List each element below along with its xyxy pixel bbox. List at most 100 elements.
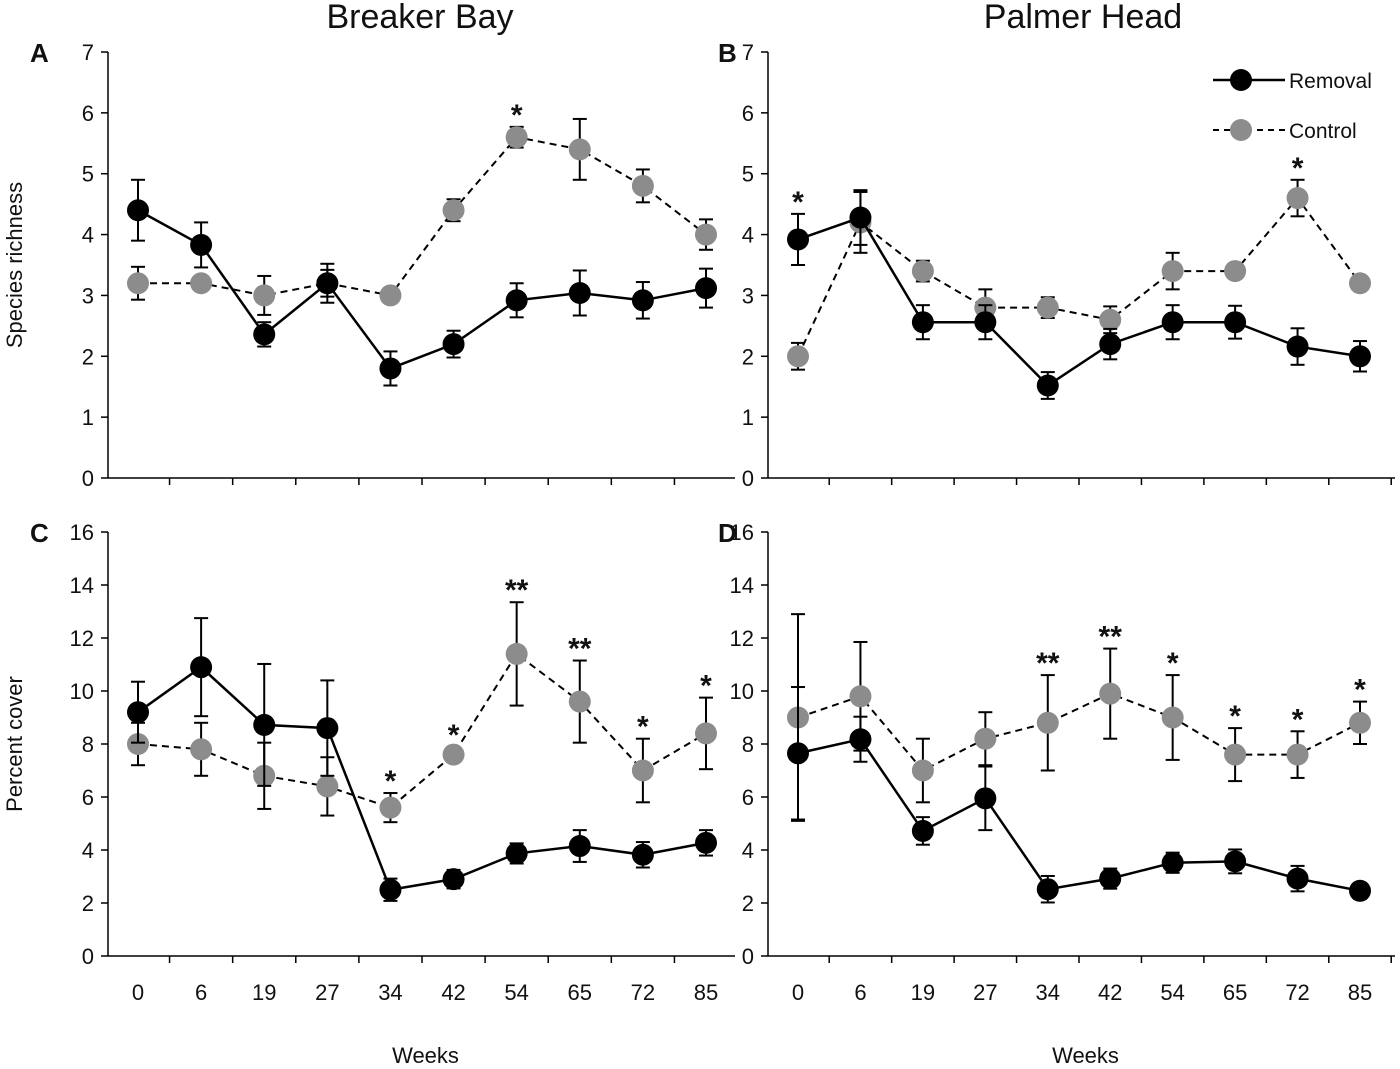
control-data-point: [1036, 711, 1059, 734]
panel-b: 0 1 2 3 4 5 6 7B * *: [718, 38, 1395, 491]
y-tick-label: 0: [82, 466, 94, 491]
x-axis-title: Weeks: [1052, 1043, 1119, 1068]
y-tick-label: 6: [742, 785, 754, 810]
significance-marker: *: [1229, 700, 1241, 733]
y-tick-label: 12: [70, 626, 94, 651]
panel-letter: D: [718, 518, 737, 548]
removal-data-point: [1349, 345, 1371, 368]
removal-data-point: [1036, 878, 1059, 901]
control-data-point: [442, 743, 465, 766]
control-data-point: [1099, 308, 1122, 331]
control-data-point: [505, 126, 528, 149]
x-tick-label: 6: [854, 980, 866, 1005]
y-tick-label: 4: [742, 223, 754, 248]
removal-data-point: [1286, 335, 1309, 358]
control-series-line: [797, 692, 1361, 772]
y-tick-label: 0: [82, 944, 94, 969]
y-tick-label: 4: [82, 838, 94, 863]
significance-marker: *: [448, 719, 460, 752]
y-tick-label: 16: [70, 520, 94, 545]
significance-marker: *: [792, 186, 804, 219]
y-tick-label: 4: [742, 838, 754, 863]
control-data-point: [631, 759, 654, 782]
panel-letter: A: [30, 38, 49, 68]
removal-data-point: [127, 199, 149, 222]
removal-data-point: [911, 819, 934, 842]
y-tick-label: 7: [82, 40, 94, 65]
y-tick-label: 10: [730, 679, 754, 704]
significance-marker: **: [1036, 647, 1060, 680]
legend-removal-label: Removal: [1289, 70, 1372, 93]
removal-data-point: [253, 713, 276, 736]
control-data-point: [1036, 296, 1059, 319]
removal-data-point: [1161, 851, 1184, 874]
removal-data-point: [127, 701, 149, 724]
removal-data-point: [1161, 311, 1184, 334]
significance-marker: *: [1354, 674, 1366, 707]
removal-data-point: [1099, 333, 1122, 356]
x-tick-label: 6: [195, 980, 207, 1005]
control-data-point: [1286, 743, 1309, 766]
y-tick-label: 8: [82, 732, 94, 757]
y-tick-label: 14: [730, 573, 754, 598]
x-tick-label: 54: [1160, 980, 1184, 1005]
panel-letter: C: [30, 518, 49, 548]
y-tick-label: 10: [70, 679, 94, 704]
y-tick-label: 5: [742, 162, 754, 187]
x-tick-label: 42: [441, 980, 465, 1005]
x-tick-label: 72: [631, 980, 655, 1005]
significance-marker: *: [1292, 703, 1304, 736]
removal-data-point: [568, 281, 591, 304]
y-tick-label: 0: [742, 944, 754, 969]
control-data-point: [1286, 187, 1309, 210]
removal-data-point: [379, 357, 402, 380]
x-tick-label: 34: [378, 980, 402, 1005]
significance-marker: **: [1099, 621, 1123, 654]
removal-data-point: [787, 228, 809, 251]
removal-data-point: [1286, 867, 1309, 890]
control-data-point: [631, 174, 654, 197]
y-tick-label: 1: [742, 405, 754, 430]
control-data-point: [379, 796, 402, 819]
y-tick-label: 3: [82, 283, 94, 308]
x-axis-title: Weeks: [392, 1043, 459, 1068]
removal-series-line: [137, 665, 707, 892]
y-tick-label: 2: [82, 344, 94, 369]
removal-data-point: [974, 311, 997, 334]
x-tick-label: 27: [973, 980, 997, 1005]
control-data-point: [379, 284, 402, 307]
removal-data-point: [190, 233, 213, 256]
removal-data-point: [442, 333, 465, 356]
x-tick-label: 19: [911, 980, 935, 1005]
control-data-point: [316, 775, 339, 798]
y-tick-label: 12: [730, 626, 754, 651]
control-data-point: [1161, 706, 1184, 729]
significance-marker: *: [1167, 647, 1179, 680]
control-data-point: [1224, 260, 1247, 283]
y-tick-label: 2: [82, 891, 94, 916]
removal-data-point: [316, 272, 339, 295]
control-data-point: [1224, 743, 1247, 766]
control-data-point: [190, 272, 213, 295]
x-tick-label: 65: [1223, 980, 1247, 1005]
removal-data-point: [787, 742, 809, 765]
significance-marker: **: [505, 574, 529, 607]
y-tick-label: 14: [70, 573, 94, 598]
removal-data-point: [849, 728, 872, 751]
removal-data-point: [190, 656, 213, 679]
removal-data-point: [253, 323, 276, 346]
removal-series-line: [797, 737, 1361, 893]
x-tick-label: 27: [315, 980, 339, 1005]
removal-data-point: [568, 835, 591, 858]
control-data-point: [911, 260, 934, 283]
y-tick-label: 0: [742, 466, 754, 491]
removal-data-point: [849, 206, 872, 229]
control-series-line: [797, 196, 1361, 357]
panel-a: 0 1 2 3 4 5 6 7 Species richness A *: [2, 38, 735, 491]
control-data-point: [127, 733, 149, 755]
control-data-point: [1349, 711, 1371, 734]
control-data-point: [849, 685, 872, 708]
removal-data-point: [1224, 311, 1247, 334]
